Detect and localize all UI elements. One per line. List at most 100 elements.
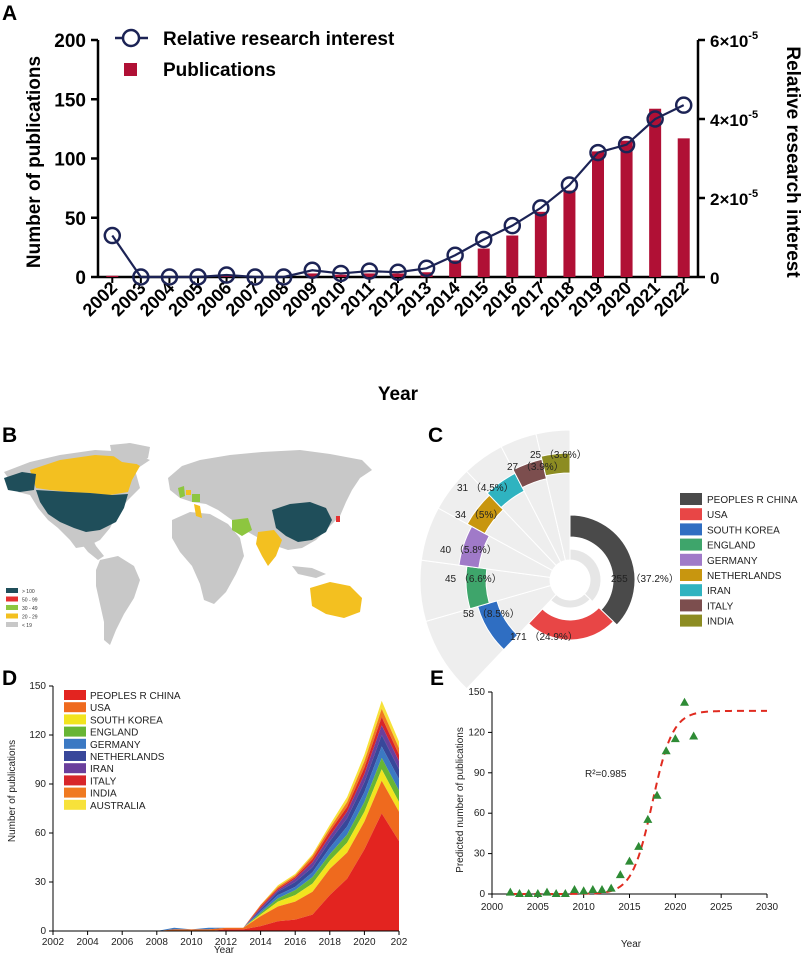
chart-a-legend: Relative research interest Publications <box>115 28 395 81</box>
chart-c-slice <box>527 606 614 641</box>
chart-e-xtick-label: 2010 <box>573 902 596 913</box>
chart-a-xlabel: Year <box>378 384 419 405</box>
chart-d-xtick-label: 2004 <box>76 937 99 948</box>
map-country-europe-uk <box>178 486 185 498</box>
chart-e-xtick-label: 2000 <box>481 902 504 913</box>
chart-e-fit-curve <box>510 709 767 895</box>
chart-d-ytick-label: 150 <box>29 681 46 692</box>
chart-d-xtick-label: 2014 <box>249 937 272 948</box>
chart-c: 255 （37.2%） 171 （24.9%） 58 （8.5%） 45 （6.6%）… <box>419 429 798 690</box>
chart-a-interest-point <box>617 135 636 154</box>
chart-a-interest-point <box>160 268 179 286</box>
map-legend-swatch <box>6 622 18 627</box>
legend-bar-marker <box>124 63 137 76</box>
chart-a-interest-point <box>589 143 607 162</box>
world-map: > 100 50 - 99 30 - 49 20 - 29 < 19 <box>4 443 372 645</box>
chart-d-area <box>53 780 399 931</box>
chart-a-bar <box>106 275 119 277</box>
chart-c-legend-swatch <box>680 569 702 581</box>
chart-a-y2tick-label: 6×10-5 <box>710 30 758 51</box>
map-legend-label: 20 - 29 <box>22 615 38 621</box>
chart-e-ytick-label: 60 <box>474 808 486 819</box>
chart-a-bar <box>534 211 547 277</box>
chart-a-bar <box>563 190 576 277</box>
chart-a-ytick-label: 100 <box>54 150 86 171</box>
chart-c-slice-inner <box>549 593 591 609</box>
chart-a-interest-point <box>132 268 150 286</box>
chart-d-legend-swatch <box>64 726 86 737</box>
chart-d-legend-label: PEOPLES R CHINA <box>90 691 181 702</box>
map-landmass-south-america <box>96 556 140 645</box>
chart-e-point <box>680 697 689 706</box>
chart-c-value-label: 58 （8.5%） <box>463 608 520 620</box>
chart-c-legend-swatch <box>680 553 702 566</box>
map-country-alaska <box>4 472 36 492</box>
chart-d-ytick-label: 0 <box>40 926 46 937</box>
chart-d-legend-label: ITALY <box>90 776 117 787</box>
map-landmass-greenland <box>110 443 150 464</box>
chart-a-bar <box>449 260 462 277</box>
chart-d-legend-label: ENGLAND <box>90 728 138 739</box>
chart-d-xtick-label: 2002 <box>42 937 65 948</box>
chart-a-y2tick-label: 4×10-5 <box>710 109 758 130</box>
chart-a-interest-point <box>246 268 264 286</box>
chart-a-bar <box>363 273 376 277</box>
chart-d-ytick-label: 120 <box>29 730 46 741</box>
chart-d-legend-swatch <box>64 787 86 798</box>
chart-c-value-label: 27 （3.9%） <box>507 461 564 473</box>
chart-c-bg-sector <box>425 584 557 690</box>
chart-e-point <box>689 731 699 740</box>
chart-e-point <box>560 889 570 897</box>
chart-e-point <box>505 887 515 896</box>
chart-e-point <box>670 734 680 743</box>
chart-d-area <box>53 769 399 931</box>
chart-e-point <box>570 884 579 893</box>
map-legend-label: 50 - 99 <box>22 598 38 604</box>
chart-d-legend-label: USA <box>90 703 111 714</box>
map-legend-swatch <box>6 613 18 619</box>
chart-c-legend-swatch <box>680 508 702 521</box>
chart-d-xtick-label: 2010 <box>180 937 203 948</box>
chart-a-interest-point <box>274 268 293 286</box>
chart-c-value-label: 40 （5.8%） <box>440 544 497 556</box>
chart-a-bar <box>592 151 604 277</box>
chart-e-ytick-label: 90 <box>474 768 486 779</box>
chart-e-xlabel: Year <box>621 939 642 950</box>
chart-d-legend-label: SOUTH KOREA <box>90 715 163 726</box>
chart-c-legend-swatch <box>680 493 702 505</box>
map-country-south-korea <box>336 516 340 522</box>
map-country-iran <box>232 518 252 536</box>
chart-e-point <box>524 889 534 897</box>
chart-a-bar <box>620 140 633 277</box>
chart-d-ytick-label: 90 <box>35 779 47 790</box>
chart-c-legend-swatch <box>680 523 702 536</box>
chart-a-bar <box>677 138 690 277</box>
chart-e-point <box>551 889 561 897</box>
map-legend-label: > 100 <box>22 589 35 595</box>
chart-e-xtick-label: 2030 <box>756 902 779 913</box>
chart-d-ylabel: Number of publications <box>7 740 18 842</box>
chart-a-interest-point <box>674 96 693 114</box>
chart-d-xtick-label: 2008 <box>146 937 169 948</box>
chart-d-xtick-label: 202 <box>391 937 408 948</box>
chart-c-value-label: 34 （5%） <box>455 509 503 521</box>
chart-a-interest-point <box>503 216 522 235</box>
chart-a-ylabel: Number of publications <box>24 56 45 268</box>
chart-d-xtick-label: 2012 <box>215 937 238 948</box>
chart-a-interest-point <box>217 266 236 284</box>
chart-c-value-label: 171 （24.9%） <box>510 631 578 643</box>
chart-d-legend-swatch <box>64 775 86 786</box>
chart-c-slice <box>569 514 636 626</box>
chart-d-xtick-label: 2018 <box>319 937 342 948</box>
chart-e-ytick-label: 120 <box>468 727 485 738</box>
chart-a-bar <box>220 275 233 277</box>
map-country-india <box>256 530 282 566</box>
chart-e-xtick-label: 2025 <box>710 902 733 913</box>
chart-d-legend-label: IRAN <box>90 764 114 775</box>
chart-c-legend-swatch <box>680 584 702 597</box>
chart-c-legend-label: IRAN <box>707 586 731 597</box>
chart-c-value-label: 25 （3.6%） <box>530 449 587 461</box>
chart-c-slice <box>540 452 571 477</box>
chart-c-legend-label: ENGLAND <box>707 541 755 552</box>
